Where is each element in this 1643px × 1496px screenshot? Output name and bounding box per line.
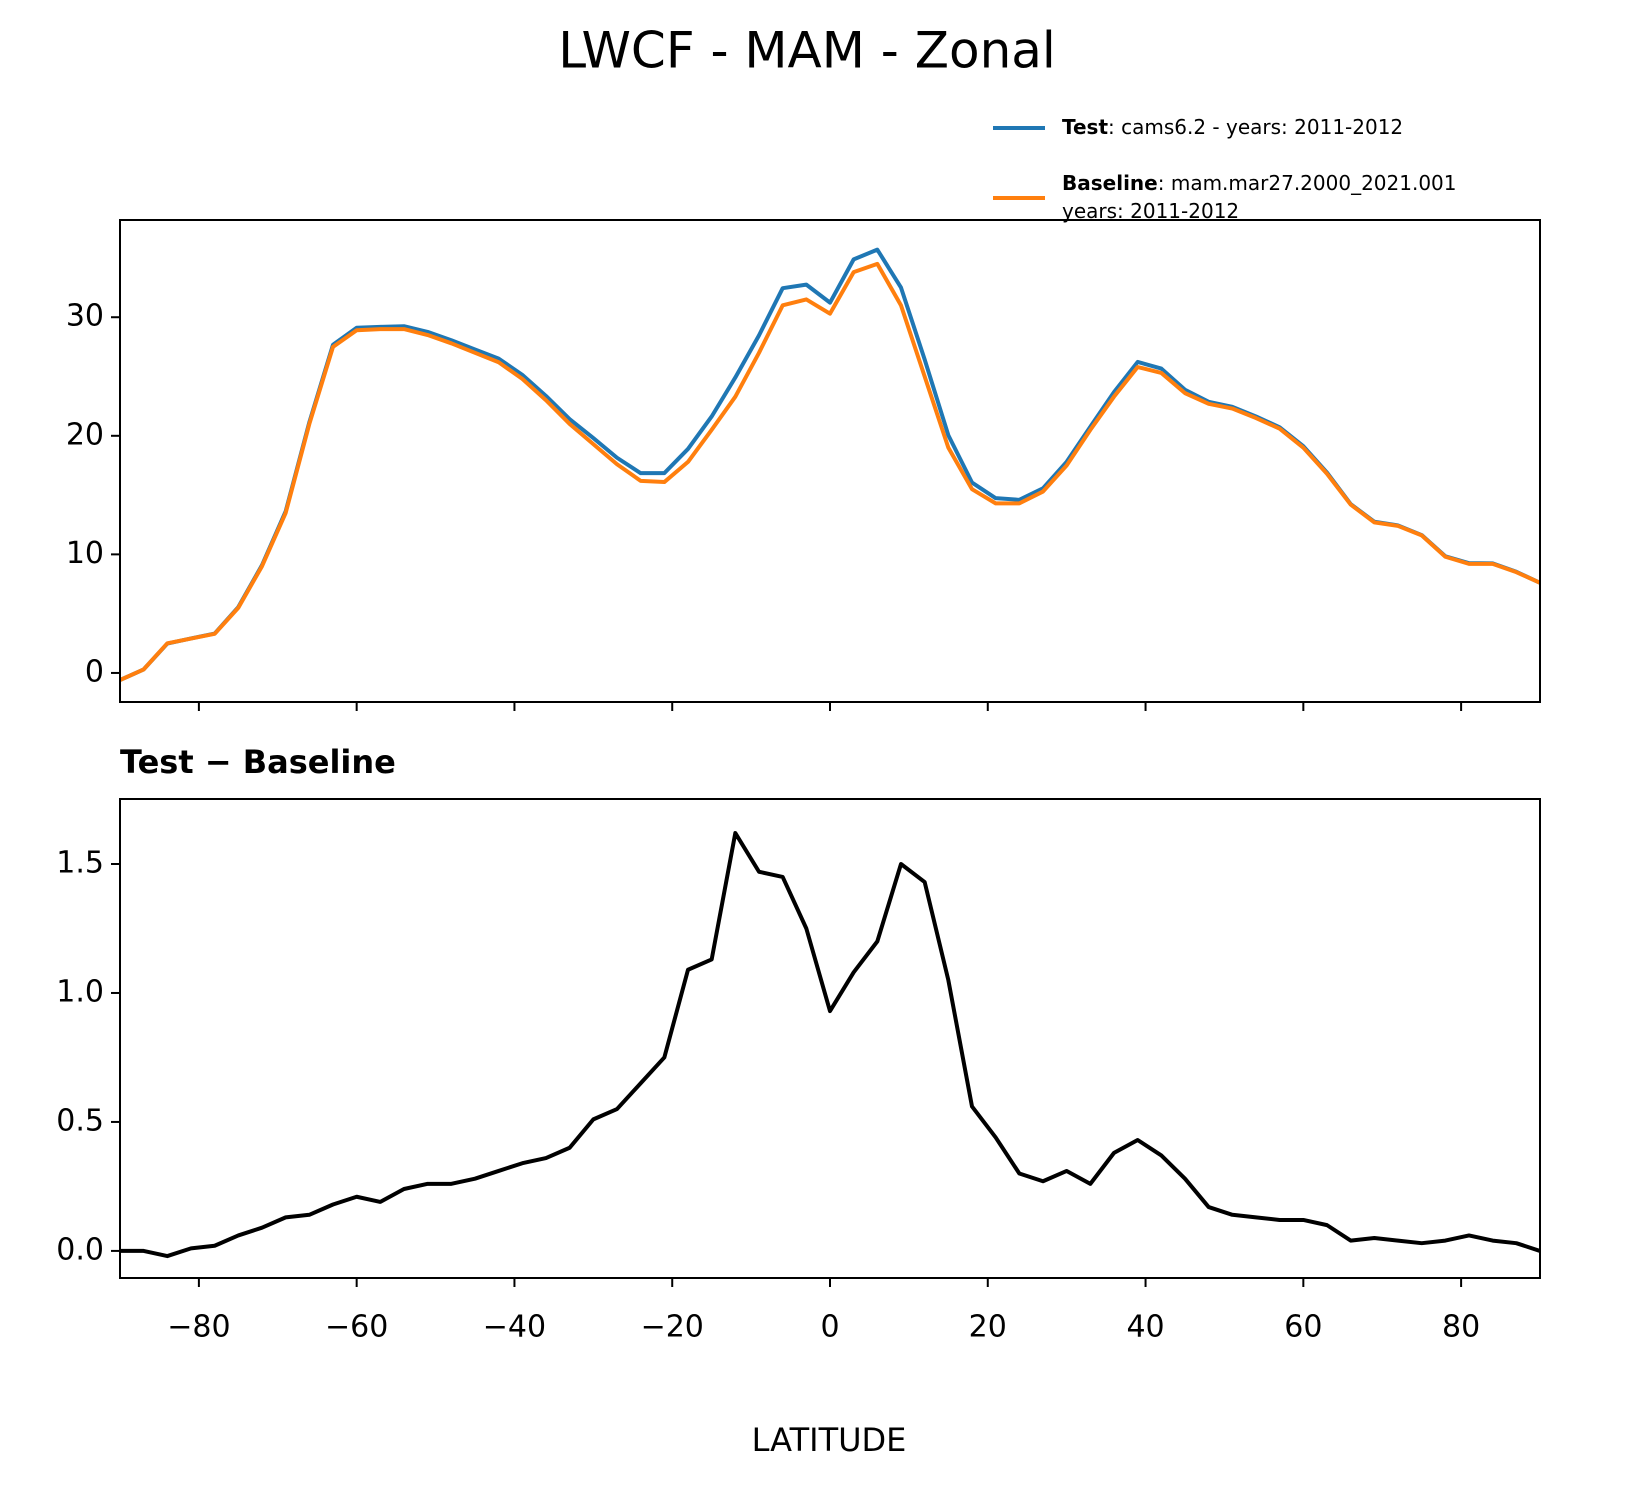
chart-title: LWCF - MAM - Zonal	[558, 22, 1056, 80]
y-tick-label: 0.5	[56, 1103, 104, 1138]
x-tick-label: 40	[1126, 1310, 1164, 1345]
legend-label: Test: cams6.2 - years: 2011-2012	[1062, 115, 1403, 139]
x-tick-label: −60	[325, 1310, 388, 1345]
data-line	[120, 831, 1540, 1259]
legend-description: : mam.mar27.2000_2021.001	[1158, 171, 1457, 195]
x-tick-label: −20	[641, 1310, 704, 1345]
x-tick-label: 80	[1442, 1310, 1480, 1345]
x-tick-label: 20	[969, 1310, 1007, 1345]
y-tick-label: 0.0	[56, 1232, 104, 1267]
axes-frame	[119, 219, 1541, 703]
legend-description: years: 2011-2012	[1062, 199, 1239, 223]
subplot-title: Test − Baseline	[120, 743, 396, 781]
y-tick-label: 20	[66, 417, 104, 452]
y-tick-label: 1.0	[56, 974, 104, 1009]
data-line	[120, 261, 1540, 682]
x-tick-label: −80	[167, 1310, 230, 1345]
x-tick-label: 0	[820, 1310, 839, 1345]
legend-name: Test	[1062, 115, 1108, 139]
legend-description: : cams6.2 - years: 2011-2012	[1108, 115, 1403, 139]
legend-label: years: 2011-2012	[1062, 199, 1239, 223]
legend-name: Baseline	[1062, 171, 1158, 195]
plot-area	[120, 247, 1540, 682]
x-tick-label: 60	[1284, 1310, 1322, 1345]
y-tick-label: 10	[66, 536, 104, 571]
plot-area	[120, 831, 1540, 1259]
x-axis-label: LATITUDE	[752, 1421, 907, 1459]
legend-label: Baseline: mam.mar27.2000_2021.001	[1062, 171, 1457, 195]
y-tick-label: 0	[85, 654, 104, 689]
x-tick-label: −40	[483, 1310, 546, 1345]
y-tick-label: 1.5	[56, 846, 104, 881]
y-tick-label: 30	[66, 299, 104, 334]
